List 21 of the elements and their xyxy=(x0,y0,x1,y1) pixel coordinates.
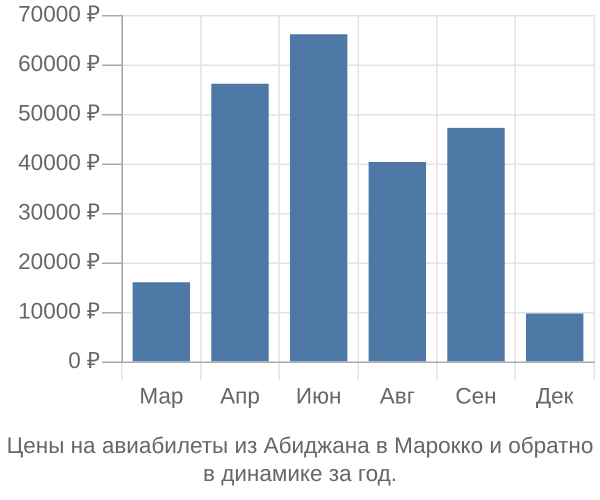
y-tick-label: 30000 ₽ xyxy=(18,200,100,225)
x-tick-label: Дек xyxy=(536,384,574,409)
y-tick-label: 40000 ₽ xyxy=(18,150,100,176)
bar xyxy=(211,84,269,362)
x-tick-label: Сен xyxy=(455,384,497,409)
x-tick-label: Июн xyxy=(296,384,342,409)
y-tick-label: 60000 ₽ xyxy=(18,51,100,76)
y-tick-label: 20000 ₽ xyxy=(18,249,100,274)
bar xyxy=(132,282,190,362)
y-tick-label: 50000 ₽ xyxy=(18,100,100,126)
bar xyxy=(447,128,505,362)
y-tick-label: 0 ₽ xyxy=(68,348,100,374)
bar xyxy=(526,313,584,362)
x-tick-label: Апр xyxy=(220,384,260,409)
x-tick-label: Авг xyxy=(380,384,415,409)
bar xyxy=(368,162,426,362)
bar xyxy=(290,34,348,362)
text: Цены на авиабилеты из Абиджана в Марокко и обратно в динамике за год. xyxy=(6,432,594,488)
x-tick-label: Мар xyxy=(139,384,184,409)
y-tick-label: 70000 ₽ xyxy=(18,2,100,27)
y-tick-label: 10000 ₽ xyxy=(18,298,100,324)
